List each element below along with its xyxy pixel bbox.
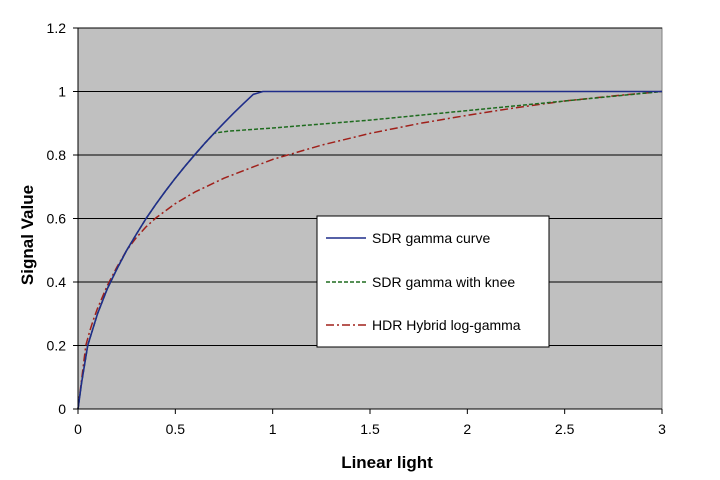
x-axis-title: Linear light [341, 453, 433, 472]
x-tick-label: 1 [269, 421, 277, 437]
series-line-sdr-gamma [77, 90, 662, 410]
y-tick-label: 0.4 [47, 274, 67, 290]
x-tick-label: 2.5 [555, 421, 575, 437]
y-tick-label: 0.2 [47, 338, 67, 354]
x-tick-label: 1.5 [360, 421, 380, 437]
series-layer [77, 90, 663, 410]
y-tick-label: 0.6 [47, 211, 67, 227]
ticks-layer [73, 27, 663, 414]
tick-labels: 0 0.2 0.4 0.6 0.8 1 1.2 0 0.5 1 1.5 2 2.5 3 [47, 20, 667, 437]
y-tick-label: 1.2 [47, 20, 67, 36]
x-tick-label: 2 [463, 421, 471, 437]
y-tick-label: 0 [58, 401, 66, 417]
y-tick-label: 1 [58, 84, 66, 100]
legend: SDR gamma curve SDR gamma with knee HDR … [316, 215, 550, 348]
y-tick-label: 0.8 [47, 147, 67, 163]
x-tick-label: 0 [74, 421, 82, 437]
series-line-hdr-hlg [77, 90, 663, 410]
legend-label-sdr-gamma: SDR gamma curve [372, 230, 490, 246]
legend-label-hdr-hlg: HDR Hybrid log-gamma [372, 317, 521, 333]
legend-label-sdr-knee: SDR gamma with knee [372, 274, 515, 290]
x-tick-label: 0.5 [166, 421, 186, 437]
x-tick-label: 3 [658, 421, 666, 437]
y-axis-title: Signal Value [18, 185, 37, 285]
watermark: 知乎 @如云般飘过 [550, 443, 700, 464]
